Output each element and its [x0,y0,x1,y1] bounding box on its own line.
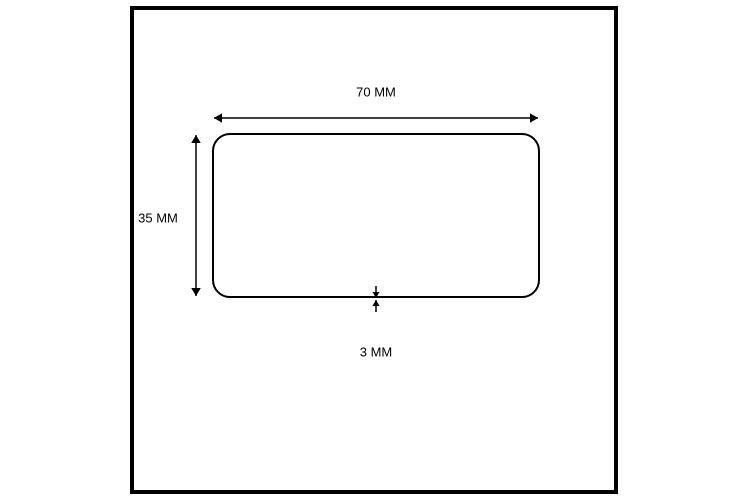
diagram-canvas: 70 MM 35 MM 3 MM [0,0,750,500]
dimension-width-label: 70 MM [356,85,396,100]
dimension-height-label: 35 MM [138,211,178,226]
dimension-gap-label: 3 MM [360,345,393,360]
rounded-rect-shape [212,133,540,298]
